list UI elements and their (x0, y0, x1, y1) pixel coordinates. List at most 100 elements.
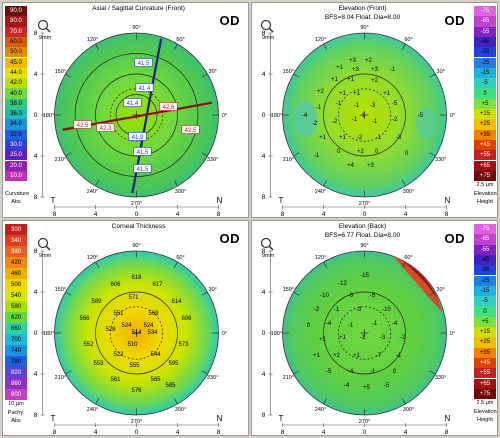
scale-cell: 820 (5, 367, 27, 378)
angle-label: 240° (315, 189, 326, 195)
x-tick-label: 8 (281, 211, 285, 217)
angle-label: 30° (209, 69, 217, 75)
angle-label: 60° (176, 255, 184, 261)
scale-cell: +65 (474, 160, 496, 171)
map-value: -7 (376, 353, 382, 359)
elevation-front-map[interactable]: Elevation (Front) BFS=8.04 Float, Dia=8.0… (252, 3, 473, 217)
pupil-ring (337, 306, 392, 360)
scale-cell: 45.0 (5, 57, 27, 68)
angle-label: 150° (283, 69, 294, 75)
angle-label: 180° (271, 113, 282, 119)
map-value: 552 (83, 342, 94, 348)
map-value: -5 (418, 113, 424, 119)
scale-cell: -75 (474, 224, 496, 235)
map-value: +5 (363, 385, 371, 391)
curvature-value: 42.3 (100, 126, 112, 132)
elevation-back-map[interactable]: Elevation (Back) BFS=6.77 Float, Dia=8.00… (252, 221, 473, 435)
map-value: -3 (370, 103, 376, 109)
map-value: -1 (370, 369, 376, 375)
map-value: -12 (338, 281, 347, 287)
map-value: 569 (148, 311, 159, 317)
angle-label: 120° (315, 37, 326, 43)
scale-cell: -45 (474, 254, 496, 266)
angle-label: 180° (43, 331, 54, 337)
map-title: Elevation (Back) (338, 223, 387, 230)
elevation-front-color-scale: -75 -65 -55 -45 -35 -25 -15 -5 0 +5 +15 +25 +35 +45 +5… (474, 6, 497, 216)
scale-cell: -35 (474, 47, 496, 58)
map-value: -1 (360, 335, 366, 341)
corneal-thickness-panel[interactable]: 300 340 380 420 460 500 540 580 620 660 700 740 780 8… (2, 220, 249, 436)
map-value: -4 (392, 321, 398, 327)
x-tick-label: 4 (322, 429, 326, 435)
y-tick-label: 8 (262, 194, 266, 201)
map-value: 555 (129, 363, 140, 369)
zoom-icon[interactable] (260, 19, 274, 33)
x-tick-label: 8 (281, 429, 285, 435)
scale-cell: -25 (474, 275, 496, 286)
elevation-back-color-scale: -75 -65 -55 -45 -35 -25 -15 -5 0 +5 +15 +25 +35 +45 +5… (474, 224, 497, 434)
map-value: +1 (339, 135, 347, 141)
angle-label: 120° (315, 255, 326, 261)
zoom-icon[interactable] (37, 237, 51, 251)
curvature-color-scale: 90.0 80.0 70.0 60.0 50.0 45.0 44.0 42.0 40.0 38.0… (5, 6, 29, 216)
map-value: 0 (337, 149, 341, 155)
scale-cell: 60.0 (5, 36, 27, 48)
map-value: 528 (105, 327, 116, 333)
pachy-map[interactable]: Corneal Thickness OD 9mm 8 4 0 4 8 8 4 0 4 8 T N 90° 60°… (29, 221, 248, 435)
angle-label: 90° (132, 25, 140, 31)
zoom-icon[interactable] (37, 19, 51, 33)
scale-step-label: 2.5 µm (476, 400, 494, 407)
angle-label: 330° (207, 157, 218, 163)
x-tick-label: 4 (94, 429, 98, 435)
scale-cell: 80.0 (5, 16, 27, 27)
scale-footer-label: Height (477, 199, 493, 206)
y-tick-label: 0 (34, 330, 38, 337)
scale-cell: 30.0 (5, 139, 27, 151)
map-value: -1 (372, 321, 378, 327)
scale-cell: 0 (474, 306, 496, 317)
scale-cell: +25 (474, 119, 496, 130)
eye-label: OD (219, 231, 240, 246)
map-value: +1 (353, 353, 361, 359)
angle-label: 180° (43, 113, 54, 119)
x-tick-label: 4 (404, 429, 408, 435)
y-tick-label: 4 (262, 153, 266, 160)
y-tick-label: 8 (34, 248, 38, 255)
map-value: 561 (110, 377, 121, 383)
axial-map[interactable]: Axial / Sagittal Curvature (Front) OD 9mm 8… (29, 3, 248, 217)
scale-footer-label: Elevation (474, 191, 497, 198)
map-title: Axial / Sagittal Curvature (Front) (92, 5, 185, 12)
map-value: 524 (121, 323, 132, 329)
map-value: 522 (113, 352, 124, 358)
axial-curvature-panel[interactable]: 90.0 80.0 70.0 60.0 50.0 45.0 44.0 42.0 40.0 38.0… (2, 2, 249, 218)
map-value: 595 (168, 361, 179, 367)
x-tick-label: 4 (404, 211, 408, 217)
scale-cell: +55 (474, 150, 496, 161)
x-tick-label: 0 (135, 211, 139, 217)
map-value: +2 (357, 149, 365, 155)
scale-cell: -55 (474, 26, 496, 37)
scale-cell: 300 (5, 224, 27, 235)
angle-label: 60° (404, 37, 412, 43)
map-value: -10 (320, 293, 329, 299)
scale-cell: +5 (474, 316, 496, 327)
y-tick-label: 4 (34, 371, 38, 378)
eye-label: OD (444, 13, 465, 28)
map-value: -1 (352, 117, 358, 123)
angle-label: 30° (437, 287, 445, 293)
map-value: +2 (371, 78, 379, 84)
zoom-icon[interactable] (260, 237, 274, 251)
scale-cell: 580 (5, 301, 27, 312)
map-value: -2 (357, 135, 363, 141)
scale-cell: 34.0 (5, 119, 27, 130)
angle-label: 300° (175, 407, 186, 413)
scale-cell: 20.0 (5, 160, 27, 171)
x-tick-label: 4 (322, 211, 326, 217)
elevation-back-panel[interactable]: Elevation (Back) BFS=6.77 Float, Dia=8.00… (251, 220, 498, 436)
elevation-front-panel[interactable]: Elevation (Front) BFS=8.04 Float, Dia=8.0… (251, 2, 498, 218)
scale-cell: 44.0 (5, 67, 27, 79)
x-tick-label: 0 (363, 211, 367, 217)
curvature-value: 41.9 (132, 135, 144, 141)
map-value: -1 (316, 105, 322, 111)
angle-label: 90° (360, 243, 368, 249)
